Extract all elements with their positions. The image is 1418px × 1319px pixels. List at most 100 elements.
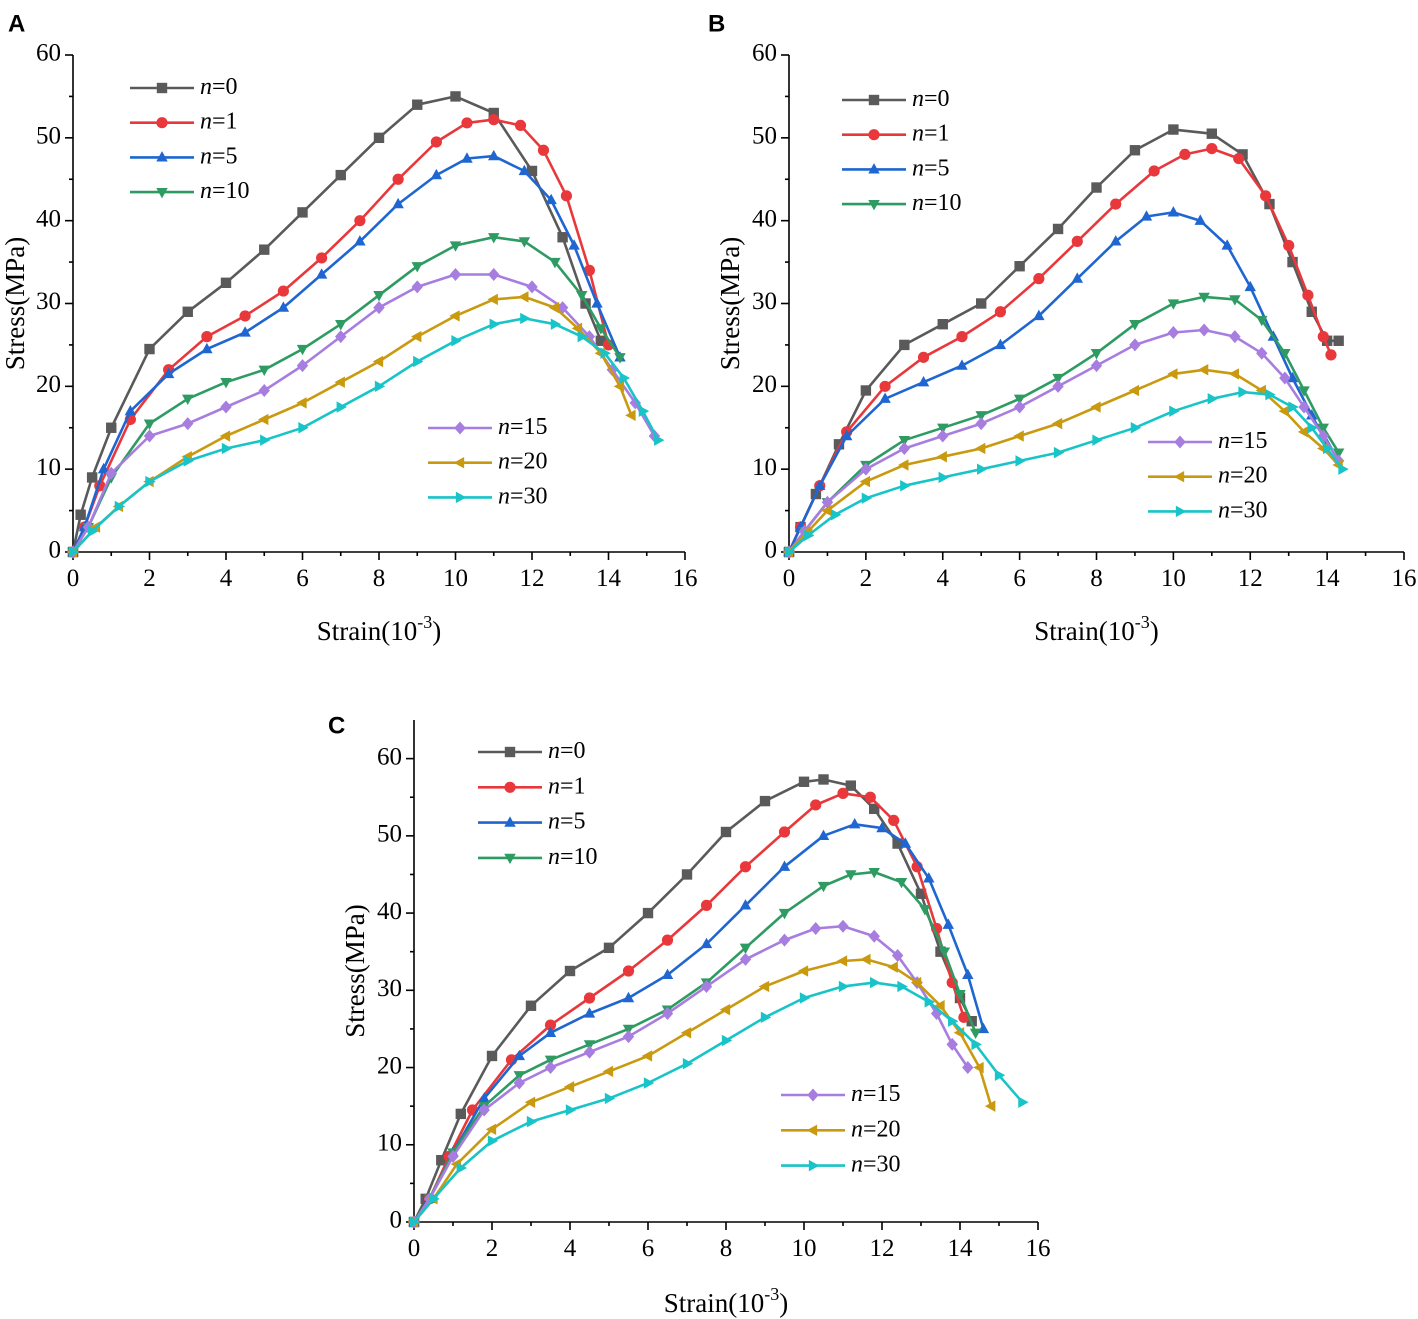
data-point [977, 463, 988, 475]
data-point [526, 1115, 538, 1128]
data-point [739, 861, 752, 873]
legend-item: n=15 [1148, 428, 1268, 454]
series-line [787, 147, 1333, 553]
data-point [1279, 371, 1291, 385]
data-point [840, 429, 853, 441]
series-n-20 [407, 953, 996, 1228]
panel-c: C 0 2 4 6 8 10 12 14 16 0 10 20 30 40 50 60 Strain(10-3) S… [328, 712, 1051, 1318]
data-point [315, 268, 328, 279]
data-point [814, 479, 826, 490]
data-point [1238, 386, 1249, 398]
data-point [1168, 124, 1179, 135]
data-point [1233, 152, 1245, 165]
data-point [1014, 261, 1025, 272]
y-tick-label: 20 [752, 371, 777, 398]
legend-marker [454, 421, 466, 435]
data-point [1206, 143, 1218, 155]
legend-item: n=15 [781, 1081, 901, 1107]
y-tick-label: 50 [377, 821, 402, 848]
data-point [1109, 235, 1122, 246]
data-point [1090, 359, 1103, 373]
data-point [334, 376, 345, 388]
legend-item: n=5 [842, 155, 950, 181]
data-point [614, 353, 626, 364]
data-point [1167, 206, 1180, 217]
data-point [259, 244, 270, 255]
data-point [550, 318, 562, 330]
data-point [848, 818, 861, 829]
x-tick-label: 4 [564, 1235, 577, 1262]
legend-item: n=1 [478, 773, 586, 799]
data-point [182, 394, 194, 405]
y-tick-label: 0 [765, 537, 778, 564]
legend-item: n=10 [130, 178, 250, 204]
data-point [486, 1050, 498, 1062]
data-point [1194, 214, 1207, 225]
data-point [937, 429, 949, 443]
data-point [298, 422, 309, 434]
series-line [72, 295, 633, 553]
series-line [71, 95, 603, 553]
legend-marker [453, 456, 465, 469]
data-point [859, 475, 871, 488]
x-tick-label: 6 [642, 1235, 655, 1262]
data-point [864, 791, 876, 803]
data-point [830, 509, 842, 521]
data-point [984, 1100, 996, 1112]
data-point [563, 1081, 575, 1093]
x-tick-label: 12 [870, 1235, 895, 1262]
legend-marker [504, 853, 516, 865]
legend-item: n=1 [130, 108, 238, 134]
data-point [488, 233, 500, 244]
data-point [544, 1055, 557, 1067]
data-point [296, 359, 309, 373]
legend-marker [1175, 505, 1187, 518]
data-point [571, 322, 583, 335]
panel-letter: B [708, 10, 725, 37]
legend-item: n=15 [428, 414, 548, 440]
data-point [971, 1038, 982, 1051]
data-point [919, 905, 931, 916]
x-tick-label: 6 [1013, 565, 1026, 592]
data-point [994, 1069, 1006, 1081]
data-point [937, 423, 949, 434]
series-line [413, 958, 993, 1223]
data-point [784, 546, 796, 558]
legend-item: n=10 [478, 843, 598, 869]
data-point [557, 232, 568, 243]
legend-label: n=20 [1218, 462, 1268, 488]
legend-label: n=30 [498, 483, 548, 509]
data-point [917, 375, 930, 387]
data-point [1256, 315, 1268, 327]
data-point [565, 1104, 577, 1116]
data-point [910, 976, 922, 989]
series-n-10 [67, 233, 626, 559]
data-point [514, 119, 527, 132]
y-tick-label: 10 [36, 454, 61, 481]
data-point [461, 152, 473, 163]
data-point [548, 301, 560, 314]
data-point [602, 1065, 614, 1078]
data-point [577, 330, 588, 343]
data-point [1110, 198, 1122, 210]
data-point [258, 413, 269, 426]
x-tick-label: 8 [720, 1235, 733, 1262]
data-point [1052, 223, 1064, 235]
data-point [1179, 148, 1191, 160]
x-tick-label: 2 [486, 1235, 499, 1262]
x-tick-label: 14 [1315, 565, 1341, 592]
data-point [641, 1050, 653, 1062]
legend-label: n=5 [200, 143, 238, 169]
y-tick-label: 20 [36, 371, 61, 398]
data-point [1256, 346, 1268, 360]
data-point [1206, 128, 1218, 139]
data-point [661, 1006, 674, 1020]
data-point [447, 1149, 459, 1163]
legend-marker [156, 117, 168, 129]
data-point [537, 144, 550, 156]
x-tick-label: 4 [937, 565, 950, 592]
data-point [1298, 400, 1310, 414]
data-point [1317, 331, 1329, 343]
data-point [1297, 426, 1309, 438]
